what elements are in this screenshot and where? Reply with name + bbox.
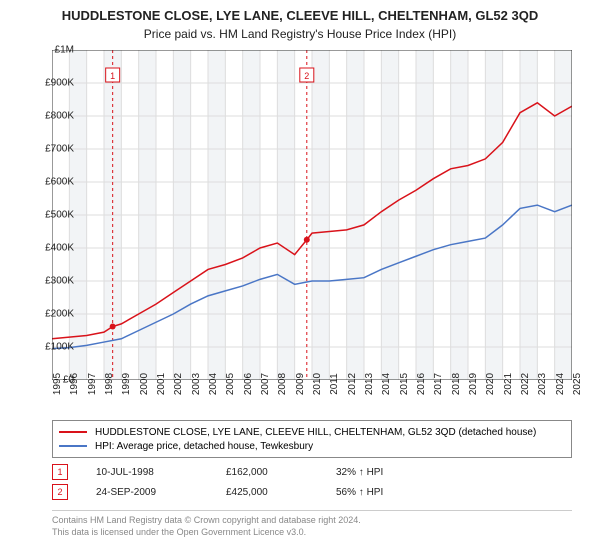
y-tick-label: £200K bbox=[45, 309, 74, 320]
x-tick-label: 2003 bbox=[191, 373, 202, 395]
y-tick-label: £300K bbox=[45, 276, 74, 287]
x-tick-label: 2016 bbox=[416, 373, 427, 395]
footer-line-2: This data is licensed under the Open Gov… bbox=[52, 527, 572, 539]
y-tick-label: £500K bbox=[45, 210, 74, 221]
x-tick-label: 2002 bbox=[173, 373, 184, 395]
footer-line-1: Contains HM Land Registry data © Crown c… bbox=[52, 515, 572, 527]
x-tick-label: 1996 bbox=[69, 373, 80, 395]
x-tick-label: 1997 bbox=[87, 373, 98, 395]
sale-row: 2 24-SEP-2009£425,00056% ↑ HPI bbox=[52, 482, 572, 502]
x-tick-label: 2023 bbox=[537, 373, 548, 395]
sales-table: 1 10-JUL-1998£162,00032% ↑ HPI 2 24-SEP-200… bbox=[52, 462, 572, 502]
x-tick-label: 2021 bbox=[503, 373, 514, 395]
legend-item: HPI: Average price, detached house, Tewk… bbox=[59, 439, 565, 453]
legend-item: HUDDLESTONE CLOSE, LYE LANE, CLEEVE HILL… bbox=[59, 425, 565, 439]
x-tick-label: 2019 bbox=[468, 373, 479, 395]
legend-swatch bbox=[59, 445, 87, 447]
chart-plot-area: 12 bbox=[52, 50, 572, 380]
x-tick-label: 2001 bbox=[156, 373, 167, 395]
sale-hpi: 32% ↑ HPI bbox=[336, 467, 572, 478]
x-tick-label: 2006 bbox=[243, 373, 254, 395]
legend-label: HUDDLESTONE CLOSE, LYE LANE, CLEEVE HILL… bbox=[95, 427, 536, 438]
x-tick-label: 2022 bbox=[520, 373, 531, 395]
sale-date: 10-JUL-1998 bbox=[96, 467, 226, 478]
x-tick-label: 2011 bbox=[329, 373, 340, 395]
x-tick-label: 2014 bbox=[381, 373, 392, 395]
x-tick-label: 1995 bbox=[52, 373, 63, 395]
legend-label: HPI: Average price, detached house, Tewk… bbox=[95, 441, 313, 452]
chart-legend: HUDDLESTONE CLOSE, LYE LANE, CLEEVE HILL… bbox=[52, 420, 572, 458]
svg-text:2: 2 bbox=[304, 71, 309, 81]
x-tick-label: 2018 bbox=[451, 373, 462, 395]
x-tick-label: 2000 bbox=[139, 373, 150, 395]
x-tick-label: 2013 bbox=[364, 373, 375, 395]
x-tick-label: 2015 bbox=[399, 373, 410, 395]
x-tick-label: 2007 bbox=[260, 373, 271, 395]
sale-date: 24-SEP-2009 bbox=[96, 487, 226, 498]
x-tick-label: 2008 bbox=[277, 373, 288, 395]
sale-row: 1 10-JUL-1998£162,00032% ↑ HPI bbox=[52, 462, 572, 482]
legend-swatch bbox=[59, 431, 87, 433]
chart-container: HUDDLESTONE CLOSE, LYE LANE, CLEEVE HILL… bbox=[0, 0, 600, 560]
y-tick-label: £800K bbox=[45, 111, 74, 122]
chart-subtitle: Price paid vs. HM Land Registry's House … bbox=[0, 23, 600, 41]
x-tick-label: 2025 bbox=[572, 373, 583, 395]
y-tick-label: £100K bbox=[45, 342, 74, 353]
x-tick-label: 2004 bbox=[208, 373, 219, 395]
x-tick-label: 2020 bbox=[485, 373, 496, 395]
sale-price: £162,000 bbox=[226, 467, 336, 478]
x-tick-label: 1999 bbox=[121, 373, 132, 395]
y-tick-label: £400K bbox=[45, 243, 74, 254]
chart-title: HUDDLESTONE CLOSE, LYE LANE, CLEEVE HILL… bbox=[0, 0, 600, 23]
sale-marker: 2 bbox=[52, 484, 68, 500]
y-tick-label: £900K bbox=[45, 78, 74, 89]
x-tick-label: 2017 bbox=[433, 373, 444, 395]
x-tick-label: 2005 bbox=[225, 373, 236, 395]
footer-attribution: Contains HM Land Registry data © Crown c… bbox=[52, 510, 572, 538]
x-tick-label: 2024 bbox=[555, 373, 566, 395]
y-tick-label: £700K bbox=[45, 144, 74, 155]
x-tick-label: 1998 bbox=[104, 373, 115, 395]
y-tick-label: £1M bbox=[55, 45, 74, 56]
chart-svg: 12 bbox=[52, 50, 572, 380]
x-tick-label: 2009 bbox=[295, 373, 306, 395]
y-tick-label: £600K bbox=[45, 177, 74, 188]
sale-hpi: 56% ↑ HPI bbox=[336, 487, 572, 498]
x-tick-label: 2010 bbox=[312, 373, 323, 395]
svg-text:1: 1 bbox=[110, 71, 115, 81]
sale-price: £425,000 bbox=[226, 487, 336, 498]
x-tick-label: 2012 bbox=[347, 373, 358, 395]
sale-marker: 1 bbox=[52, 464, 68, 480]
